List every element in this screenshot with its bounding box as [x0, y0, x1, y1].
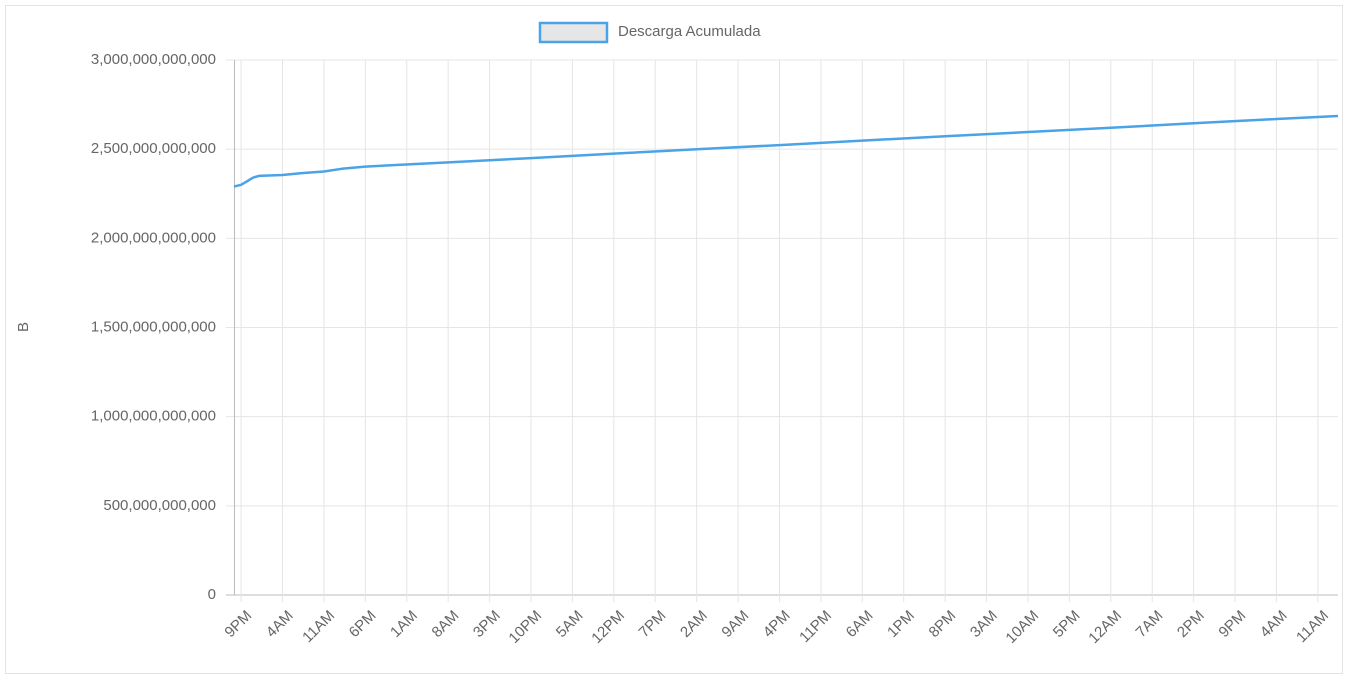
y-axis-title: B — [15, 322, 32, 332]
x-tick-label: 5AM — [553, 607, 587, 641]
y-tick-label: 0 — [208, 586, 216, 603]
x-tick-label: 1PM — [884, 607, 918, 641]
x-tick-label: 9AM — [718, 607, 752, 641]
x-tick-label: 2PM — [1174, 607, 1208, 641]
x-tick-label: 3PM — [470, 607, 504, 641]
legend-label: Descarga Acumulada — [618, 23, 761, 40]
x-tick-label: 11PM — [796, 607, 835, 646]
x-tick-label: 9PM — [221, 607, 255, 641]
x-tick-label: 11AM — [1293, 607, 1332, 646]
x-tick-label: 8PM — [926, 607, 960, 641]
y-tick-label: 500,000,000,000 — [103, 497, 216, 514]
x-tick-label: 2AM — [677, 607, 711, 641]
chart-frame — [5, 5, 1343, 674]
legend-swatch — [538, 21, 609, 44]
y-tick-label: 3,000,000,000,000 — [91, 51, 216, 68]
x-tick-label: 4AM — [263, 607, 297, 641]
x-tick-label: 1AM — [387, 607, 421, 641]
x-tick-label: 12AM — [1085, 607, 1125, 647]
y-tick-label: 1,000,000,000,000 — [91, 408, 216, 425]
x-tick-label: 6PM — [346, 607, 380, 641]
x-tick-label: 3AM — [967, 607, 1001, 641]
x-tick-label: 7PM — [636, 607, 670, 641]
x-tick-label: 7AM — [1133, 607, 1167, 641]
x-tick-label: 11AM — [299, 607, 338, 646]
x-tick-label: 9PM — [1215, 607, 1249, 641]
x-tick-label: 10AM — [1002, 607, 1042, 647]
y-tick-label: 1,500,000,000,000 — [91, 318, 216, 335]
y-tick-label: 2,000,000,000,000 — [91, 229, 216, 246]
x-tick-label: 10PM — [505, 607, 545, 647]
data-line — [233, 114, 1339, 188]
y-tick-label: 2,500,000,000,000 — [91, 140, 216, 157]
x-tick-label: 6AM — [843, 607, 877, 641]
x-tick-label: 4PM — [760, 607, 794, 641]
x-tick-label: 8AM — [429, 607, 463, 641]
x-tick-label: 5PM — [1050, 607, 1084, 641]
x-tick-label: 12PM — [588, 607, 628, 647]
x-tick-label: 4AM — [1257, 607, 1291, 641]
